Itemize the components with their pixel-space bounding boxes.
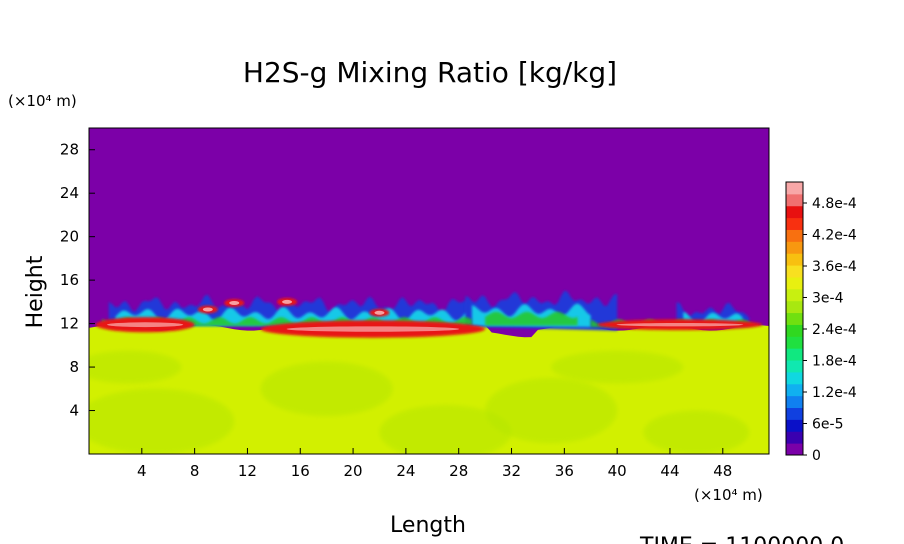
colorbar-label: 1.8e-4 — [812, 354, 857, 370]
x-tick-label: 24 — [396, 462, 415, 480]
x-axis-ticks: 4 8 12 16 20 24 28 32 36 40 44 48 — [137, 448, 732, 480]
colorbar-swatch — [786, 431, 803, 444]
x-axis-unit: (×10⁴ m) — [694, 486, 763, 504]
colorbar-swatch — [786, 253, 803, 266]
colorbar-label: 3e-4 — [812, 291, 844, 307]
y-axis-ticks: 4 8 12 16 20 24 28 — [60, 141, 95, 420]
y-tick-label: 12 — [60, 315, 79, 333]
field-lower-contour — [485, 377, 618, 444]
colorbar-swatch — [786, 217, 803, 230]
field-lower-contour — [260, 361, 393, 416]
colorbar-swatch — [786, 276, 803, 290]
heatmap-field — [89, 128, 769, 454]
colorbar-label: 4.8e-4 — [812, 196, 857, 212]
x-tick-label: 48 — [713, 462, 732, 480]
colorbar-swatch — [786, 300, 803, 314]
x-tick-label: 8 — [190, 462, 200, 480]
y-tick-label: 20 — [60, 228, 79, 246]
y-axis-label: Height — [23, 255, 48, 328]
chart-title: H2S-g Mixing Ratio [kg/kg] — [243, 56, 617, 89]
x-axis-label: Length — [390, 513, 466, 538]
colorbar-swatch — [786, 241, 803, 254]
x-tick-label: 16 — [291, 462, 310, 480]
field-pink-core — [107, 322, 184, 328]
colorbar-swatch — [786, 443, 803, 456]
x-tick-label: 4 — [137, 462, 147, 480]
field-green-layer — [485, 311, 578, 326]
colorbar-swatch — [786, 182, 803, 195]
colorbar-label: 6e-5 — [812, 417, 843, 433]
y-tick-label: 4 — [69, 402, 79, 420]
colorbar-swatch — [786, 348, 803, 361]
colorbar-swatch — [786, 419, 803, 432]
colorbar-label: 0 — [812, 448, 821, 464]
colorbar-swatch — [786, 229, 803, 242]
colorbar-swatch — [786, 407, 803, 420]
colorbar-swatch — [786, 288, 803, 302]
colorbar-swatch — [786, 324, 803, 337]
field-pink-core — [616, 322, 744, 327]
field-lower-contour — [379, 405, 512, 454]
field-lower-contour — [89, 350, 182, 384]
y-tick-label: 28 — [60, 141, 79, 159]
colorbar-swatch — [786, 193, 803, 207]
colorbar-swatch — [786, 205, 803, 219]
colorbar-frame — [785, 181, 804, 456]
field-pink-patch — [374, 310, 385, 315]
colorbar-label: 1.2e-4 — [812, 385, 857, 401]
colorbar-label: 3.6e-4 — [812, 259, 857, 275]
colorbar-swatch — [786, 371, 803, 385]
plot-frame — [88, 127, 770, 455]
field-pink-patch — [202, 307, 213, 312]
x-tick-label: 40 — [608, 462, 627, 480]
colorbar-swatch — [786, 312, 803, 325]
colorbar-swatch — [786, 336, 803, 349]
colorbar-swatch — [786, 395, 803, 409]
field-pink-patch — [282, 299, 293, 304]
y-tick-label: 24 — [60, 184, 79, 202]
x-tick-label: 32 — [502, 462, 521, 480]
x-tick-label: 20 — [344, 462, 363, 480]
x-tick-label: 44 — [660, 462, 679, 480]
colorbar-label: 4.2e-4 — [812, 228, 857, 244]
field-pink-patch — [229, 300, 240, 305]
x-tick-label: 12 — [238, 462, 257, 480]
colorbar-swatch — [786, 265, 803, 278]
y-axis-unit: (×10⁴ m) — [8, 92, 77, 110]
colorbar-swatch — [786, 383, 803, 397]
x-tick-label: 36 — [555, 462, 574, 480]
y-tick-label: 16 — [60, 271, 79, 289]
colorbar-swatch — [786, 360, 803, 373]
field-lower-contour — [643, 410, 750, 454]
field-lower-contour — [89, 388, 235, 454]
field-pink-core — [286, 326, 460, 332]
colorbar-label: 2.4e-4 — [812, 322, 857, 338]
y-tick-label: 8 — [69, 358, 79, 376]
time-label: TIME = 1100000.0 — [639, 534, 844, 544]
colorbar: 0 6e-5 1.2e-4 1.8e-4 2.4e-4 3e-4 3.6e-4 4.2e-4 4… — [785, 181, 857, 464]
field-lower-contour — [551, 350, 684, 384]
x-tick-label: 28 — [449, 462, 468, 480]
